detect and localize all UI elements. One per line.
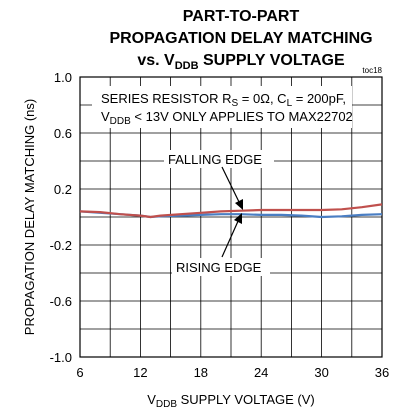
falling-edge-label: FALLING EDGE xyxy=(168,152,262,167)
title-line-3-subscript: DDB xyxy=(175,60,199,72)
note-line-1: SERIES RESISTOR RS = 0Ω, CL = 200pF, xyxy=(101,91,346,109)
note-line-2-suffix: < 13V ONLY APPLIES TO MAX22702 xyxy=(131,109,353,124)
y-tick-label: 0.2 xyxy=(54,182,72,197)
y-axis-label: PROPAGATION DELAY MATCHING (ns) xyxy=(22,99,37,335)
note-line-1-sub-2: L xyxy=(287,98,293,109)
x-tick-label: 30 xyxy=(314,365,328,380)
y-tick-label: -0.2 xyxy=(50,238,72,253)
note-background xyxy=(92,86,352,128)
x-axis-label-prefix: V xyxy=(147,392,156,407)
note-line-2-subscript: DDB xyxy=(110,116,131,127)
falling-edge-arrow-head xyxy=(235,199,243,210)
note-line-1-sub-1: S xyxy=(232,98,239,109)
plot-frame xyxy=(79,76,383,358)
falling-edge-arrow-shaft xyxy=(221,166,241,205)
rising-edge-arrow-head xyxy=(234,213,242,224)
rising-edge-label: RISING EDGE xyxy=(176,260,262,275)
x-axis-label-suffix: SUPPLY VOLTAGE (V) xyxy=(177,392,315,407)
chart-title-line-3: vs. VDDB SUPPLY VOLTAGE xyxy=(137,52,345,72)
note-line-1-part-3: = 200pF, xyxy=(292,91,346,106)
x-axis-label: VDDB SUPPLY VOLTAGE (V) xyxy=(147,392,315,410)
y-tick-labels: 1.0 0.6 0.2 -0.2 -0.6 -1.0 xyxy=(50,70,72,365)
figure-tag: toc18 xyxy=(362,66,382,75)
title-line-3-suffix: SUPPLY VOLTAGE xyxy=(199,52,345,69)
y-tick-label: -0.6 xyxy=(50,294,72,309)
chart-title-line-1: PART-TO-PART xyxy=(183,8,300,25)
x-tick-label: 36 xyxy=(375,365,389,380)
x-tick-label: 18 xyxy=(194,365,208,380)
y-tick-label: 1.0 xyxy=(54,70,72,85)
rising-edge-label-bg xyxy=(172,258,270,276)
x-tick-label: 6 xyxy=(76,365,83,380)
rising-edge-arrow-shaft xyxy=(221,218,240,258)
series-group xyxy=(79,203,383,219)
x-tick-label: 12 xyxy=(133,365,147,380)
note-line-2-prefix: V xyxy=(101,109,110,124)
chart-title-line-2: PROPAGATION DELAY MATCHING xyxy=(109,30,372,47)
y-tick-label: -1.0 xyxy=(50,350,72,365)
note-line-2: VDDB < 13V ONLY APPLIES TO MAX22702 xyxy=(101,109,353,127)
x-axis-label-subscript: DDB xyxy=(156,399,177,410)
note-line-1-part-2: = 0Ω, C xyxy=(238,91,286,106)
series-line-falling-edge xyxy=(79,203,383,219)
title-line-3-prefix: vs. V xyxy=(137,52,175,69)
note-line-1-part-1: SERIES RESISTOR R xyxy=(101,91,232,106)
x-tick-labels: 6 12 18 24 30 36 xyxy=(76,365,389,380)
y-tick-label: 0.6 xyxy=(54,126,72,141)
falling-edge-label-bg xyxy=(164,150,274,168)
x-tick-label: 24 xyxy=(254,365,268,380)
